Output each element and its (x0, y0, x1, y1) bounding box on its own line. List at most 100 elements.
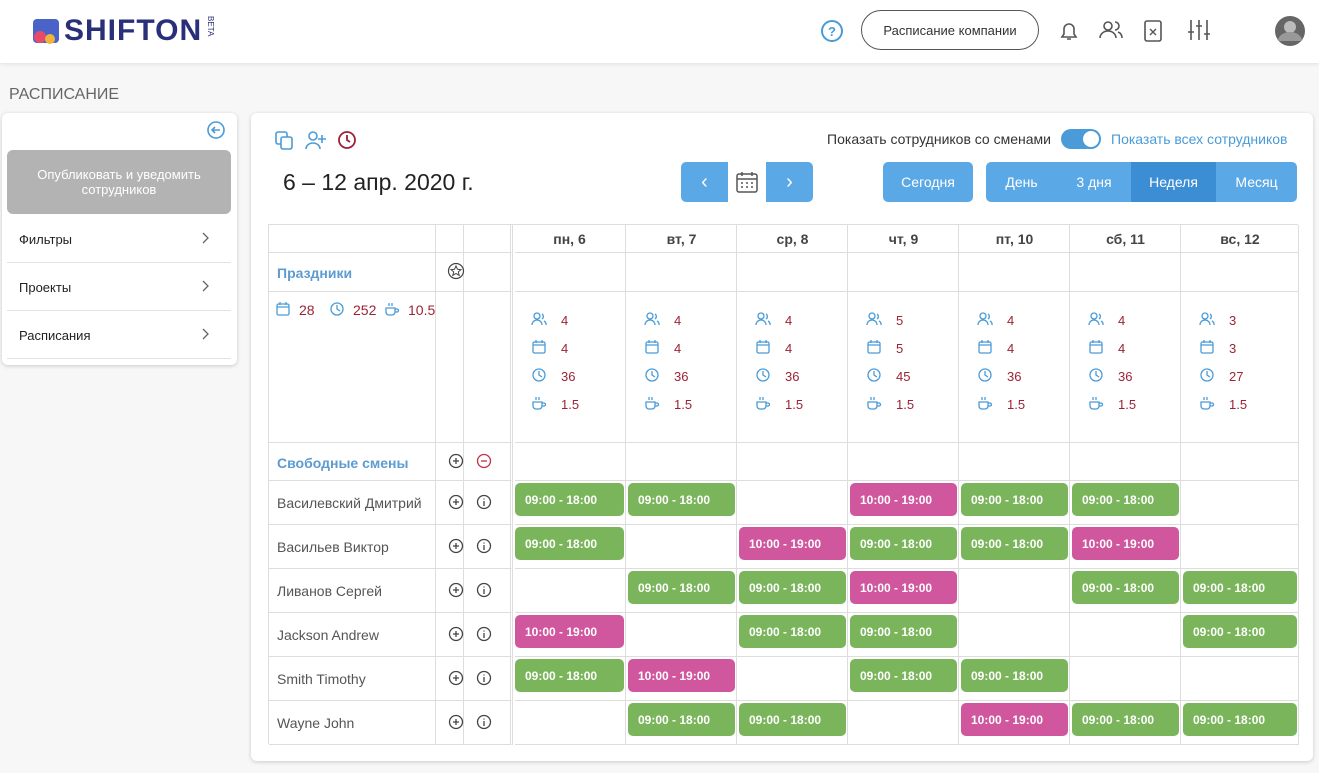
stat-shifts: 4 (1118, 341, 1126, 356)
shift[interactable]: 09:00 - 18:00 (628, 483, 735, 516)
settings-icon[interactable] (1186, 18, 1212, 42)
shift[interactable]: 09:00 - 18:00 (515, 527, 624, 560)
menu-item[interactable]: Расписания (7, 311, 231, 359)
stat-icon (1199, 339, 1215, 360)
avatar[interactable] (1274, 15, 1306, 47)
publish-button[interactable]: Опубликовать и уведомить сотрудников (7, 150, 231, 214)
stat-icon (755, 395, 771, 416)
shift[interactable]: 09:00 - 18:00 (961, 659, 1068, 692)
stat-shifts: 4 (1007, 341, 1015, 356)
shift[interactable]: 09:00 - 18:00 (1072, 571, 1179, 604)
shift[interactable]: 09:00 - 18:00 (515, 483, 624, 516)
shift[interactable]: 10:00 - 19:00 (850, 483, 957, 516)
table-cell (626, 701, 737, 745)
tasks-icon[interactable] (1142, 17, 1164, 43)
employee-name[interactable]: Smith Timothy (277, 671, 366, 687)
shift[interactable]: 10:00 - 19:00 (628, 659, 735, 692)
view-button[interactable]: 3 дня (1057, 162, 1131, 202)
day-header: вт, 7 (666, 231, 697, 247)
employee-info-icon[interactable] (476, 714, 492, 735)
shift[interactable]: 09:00 - 18:00 (850, 615, 957, 648)
table-cell (626, 481, 737, 525)
table-cell (464, 701, 513, 745)
table-cell (269, 525, 436, 569)
shift[interactable]: 10:00 - 19:00 (1072, 527, 1179, 560)
remove-free-shift-icon[interactable] (476, 453, 492, 474)
shift[interactable]: 09:00 - 18:00 (739, 703, 846, 736)
total-shifts: 28 (299, 302, 315, 318)
shift[interactable]: 10:00 - 19:00 (961, 703, 1068, 736)
shift[interactable]: 09:00 - 18:00 (1072, 703, 1179, 736)
table-cell (436, 481, 464, 525)
shift[interactable]: 09:00 - 18:00 (739, 571, 846, 604)
employee-name[interactable]: Васильев Виктор (277, 539, 389, 555)
add-shift-icon[interactable] (448, 670, 464, 691)
history-icon[interactable] (336, 129, 358, 151)
shift[interactable]: 09:00 - 18:00 (1183, 703, 1297, 736)
shift[interactable]: 09:00 - 18:00 (1072, 483, 1179, 516)
prev-button[interactable]: ‹ (681, 162, 728, 202)
employee-info-icon[interactable] (476, 538, 492, 559)
employee-info-icon[interactable] (476, 626, 492, 647)
copy-icon[interactable] (273, 129, 295, 151)
table-cell (959, 292, 1070, 443)
total-breaks: 10.5 (408, 302, 436, 318)
employee-info-icon[interactable] (476, 582, 492, 603)
collapse-icon[interactable] (206, 120, 226, 140)
table-cell (1181, 481, 1299, 525)
employee-name[interactable]: Wayne John (277, 715, 355, 731)
toggle-switch[interactable] (1061, 129, 1101, 149)
table-cell (269, 225, 436, 253)
shift[interactable]: 09:00 - 18:00 (628, 703, 735, 736)
company-schedule-button[interactable]: Расписание компании (861, 10, 1039, 50)
add-shift-icon[interactable] (448, 714, 464, 735)
employee-name[interactable]: Jackson Andrew (277, 627, 379, 643)
shift[interactable]: 09:00 - 18:00 (961, 527, 1068, 560)
shift[interactable]: 09:00 - 18:00 (739, 615, 846, 648)
view-button[interactable]: Месяц (1216, 162, 1297, 202)
add-shift-icon[interactable] (448, 582, 464, 603)
shift[interactable]: 09:00 - 18:00 (515, 659, 624, 692)
table-cell (1181, 657, 1299, 701)
add-shift-icon[interactable] (448, 538, 464, 559)
users-icon[interactable] (1098, 18, 1124, 42)
shift[interactable]: 09:00 - 18:00 (961, 483, 1068, 516)
add-free-shift-icon[interactable] (448, 453, 464, 474)
add-employee-icon[interactable] (304, 129, 328, 151)
employee-info-icon[interactable] (476, 494, 492, 515)
totals: 28 252 10.5 (275, 301, 436, 321)
view-button[interactable]: День (986, 162, 1057, 202)
table-cell (737, 253, 848, 292)
view-button[interactable]: Неделя (1131, 162, 1216, 202)
next-button[interactable]: › (766, 162, 813, 202)
table-cell (515, 701, 626, 745)
help-icon[interactable]: ? (820, 19, 844, 43)
shift[interactable]: 10:00 - 19:00 (515, 615, 624, 648)
add-shift-icon[interactable] (448, 626, 464, 647)
employee-name[interactable]: Ливанов Сергей (277, 583, 383, 599)
calendar-button[interactable] (728, 162, 766, 202)
today-button[interactable]: Сегодня (883, 162, 973, 202)
table-cell (1070, 569, 1181, 613)
employee-name[interactable]: Василевский Дмитрий (277, 495, 422, 511)
shift[interactable]: 09:00 - 18:00 (1183, 571, 1297, 604)
table-cell (1070, 253, 1181, 292)
shift[interactable]: 09:00 - 18:00 (1183, 615, 1297, 648)
menu-item[interactable]: Проекты (7, 263, 231, 311)
shift[interactable]: 09:00 - 18:00 (850, 659, 957, 692)
shift[interactable]: 09:00 - 18:00 (628, 571, 735, 604)
menu-item[interactable]: Фильтры (7, 215, 231, 263)
shift[interactable]: 10:00 - 19:00 (739, 527, 846, 560)
sidebar: Опубликовать и уведомить сотрудников Фил… (2, 113, 237, 365)
add-shift-icon[interactable] (448, 494, 464, 515)
day-header: сб, 11 (1106, 231, 1145, 247)
show-all-link[interactable]: Показать всех сотрудников (1111, 131, 1288, 147)
table-cell (464, 569, 513, 613)
notifications-icon[interactable] (1058, 19, 1080, 43)
shift[interactable]: 09:00 - 18:00 (850, 527, 957, 560)
table-cell (436, 613, 464, 657)
stat-icon (1199, 367, 1215, 388)
table-cell (1070, 525, 1181, 569)
employee-info-icon[interactable] (476, 670, 492, 691)
shift[interactable]: 10:00 - 19:00 (850, 571, 957, 604)
